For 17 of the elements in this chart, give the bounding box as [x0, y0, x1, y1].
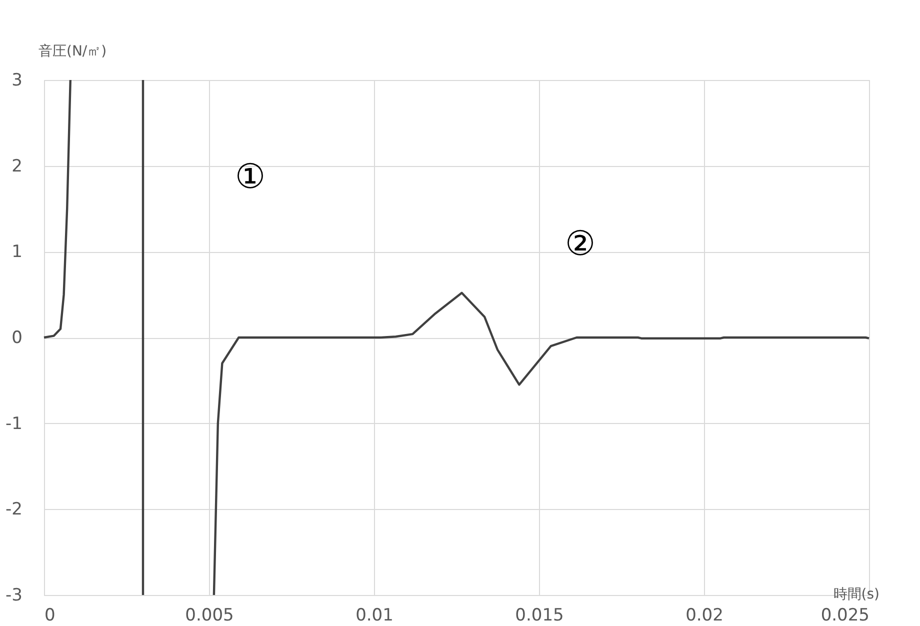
y-tick-label: 2: [12, 156, 22, 176]
y-tick-label: -2: [6, 500, 22, 520]
y-tick-label: 0: [12, 328, 22, 348]
annotation: ①: [235, 156, 266, 197]
x-tick-label: 0.02: [686, 606, 724, 626]
x-tick-label: 0.025: [820, 606, 870, 626]
y-tick-label: -1: [6, 414, 22, 434]
x-axis-title: 時間(s): [833, 586, 880, 602]
x-tick-label: 0.015: [515, 606, 564, 626]
annotation: ②: [565, 224, 596, 264]
y-tick-label: 3: [12, 70, 22, 90]
x-tick-label: 0: [44, 606, 56, 626]
y-axis-title: 音圧(N/㎡): [38, 44, 107, 60]
x-tick-label: 0.01: [356, 606, 394, 626]
y-tick-label: -3: [6, 586, 22, 606]
x-tick-label: 0.005: [185, 606, 234, 626]
y-tick-label: 1: [12, 242, 22, 262]
